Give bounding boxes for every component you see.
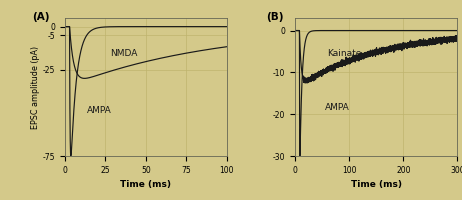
X-axis label: Time (ms): Time (ms) [120, 180, 171, 189]
Text: AMPA: AMPA [325, 103, 350, 112]
Y-axis label: EPSC amplitude (pA): EPSC amplitude (pA) [30, 45, 40, 129]
Text: Kainate: Kainate [328, 49, 362, 58]
X-axis label: Time (ms): Time (ms) [351, 180, 402, 189]
Text: (A): (A) [32, 12, 50, 22]
Text: NMDA: NMDA [110, 49, 138, 58]
Text: (B): (B) [266, 12, 283, 22]
Text: AMPA: AMPA [87, 106, 112, 115]
